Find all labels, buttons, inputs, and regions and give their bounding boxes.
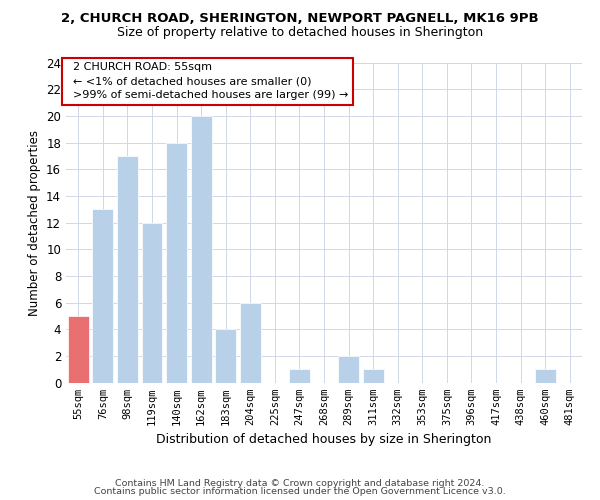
- Y-axis label: Number of detached properties: Number of detached properties: [28, 130, 41, 316]
- Bar: [215, 329, 236, 382]
- X-axis label: Distribution of detached houses by size in Sherington: Distribution of detached houses by size …: [157, 433, 491, 446]
- Bar: [68, 316, 89, 382]
- Text: Size of property relative to detached houses in Sherington: Size of property relative to detached ho…: [117, 26, 483, 39]
- Text: Contains public sector information licensed under the Open Government Licence v3: Contains public sector information licen…: [94, 487, 506, 496]
- Text: 2 CHURCH ROAD: 55sqm
  ← <1% of detached houses are smaller (0)
  >99% of semi-d: 2 CHURCH ROAD: 55sqm ← <1% of detached h…: [66, 62, 349, 100]
- Bar: [191, 116, 212, 382]
- Text: Contains HM Land Registry data © Crown copyright and database right 2024.: Contains HM Land Registry data © Crown c…: [115, 478, 485, 488]
- Bar: [338, 356, 359, 382]
- Bar: [92, 209, 113, 382]
- Bar: [535, 369, 556, 382]
- Bar: [117, 156, 138, 382]
- Bar: [289, 369, 310, 382]
- Bar: [142, 222, 163, 382]
- Text: 2, CHURCH ROAD, SHERINGTON, NEWPORT PAGNELL, MK16 9PB: 2, CHURCH ROAD, SHERINGTON, NEWPORT PAGN…: [61, 12, 539, 26]
- Bar: [166, 142, 187, 382]
- Bar: [362, 369, 383, 382]
- Bar: [240, 302, 261, 382]
